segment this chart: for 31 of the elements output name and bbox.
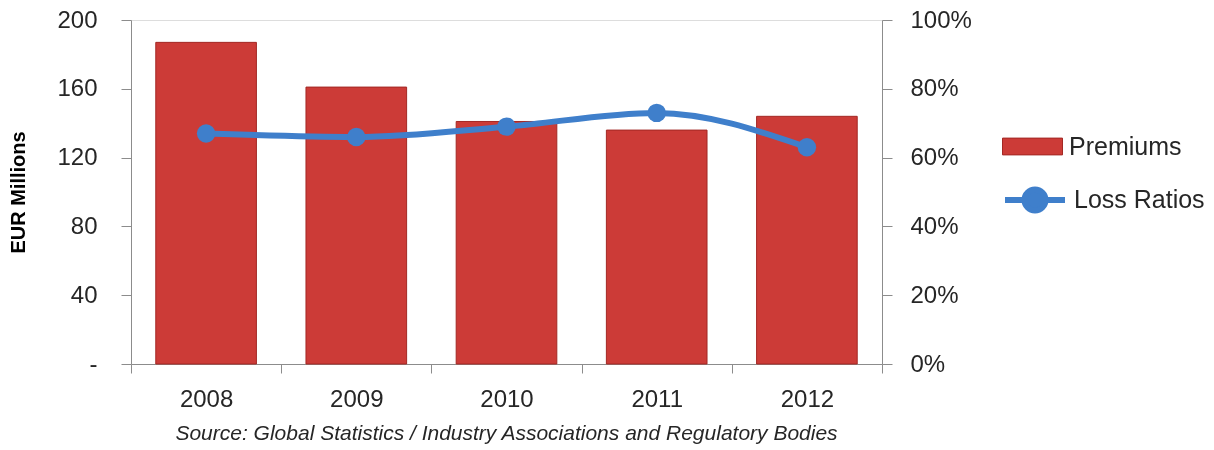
y2-tick-label: 80% (910, 74, 959, 102)
point (497, 117, 516, 136)
y-tick-label: 40 (70, 280, 98, 308)
point (196, 124, 216, 143)
legend-label: Premiums (1069, 131, 1182, 160)
x-tick-label: 2011 (631, 384, 683, 412)
source-note: Source: Global Statistics / Industry Associations and Regulatory Bodies (175, 421, 839, 444)
y-axis-title: EUR Millions (7, 131, 30, 254)
x-tick-label: 2009 (330, 384, 384, 412)
point (647, 103, 666, 123)
bar (605, 129, 708, 365)
y2-tick-label: 40% (910, 211, 959, 239)
x-tick-label: 2010 (480, 384, 534, 412)
y-tick-label: 80 (70, 211, 98, 239)
bar (455, 120, 558, 365)
bar (155, 41, 257, 365)
bar (305, 86, 408, 365)
point (797, 138, 817, 157)
y2-tick-label: 20% (910, 280, 959, 308)
x-tick-label: 2012 (780, 384, 835, 412)
point (347, 127, 366, 147)
bar (756, 115, 858, 365)
x-tick-label: 2008 (179, 384, 234, 412)
legend-label: Loss Ratios (1074, 185, 1205, 213)
y-tick-label: - (89, 349, 98, 377)
y-tick-label: 200 (57, 5, 98, 33)
y-tick-label: 120 (57, 143, 98, 171)
y-tick-label: 160 (57, 74, 98, 102)
y2-tick-label: 60% (910, 143, 959, 171)
y2-tick-label: 0% (910, 349, 946, 377)
y2-tick-label: 100% (910, 5, 972, 33)
